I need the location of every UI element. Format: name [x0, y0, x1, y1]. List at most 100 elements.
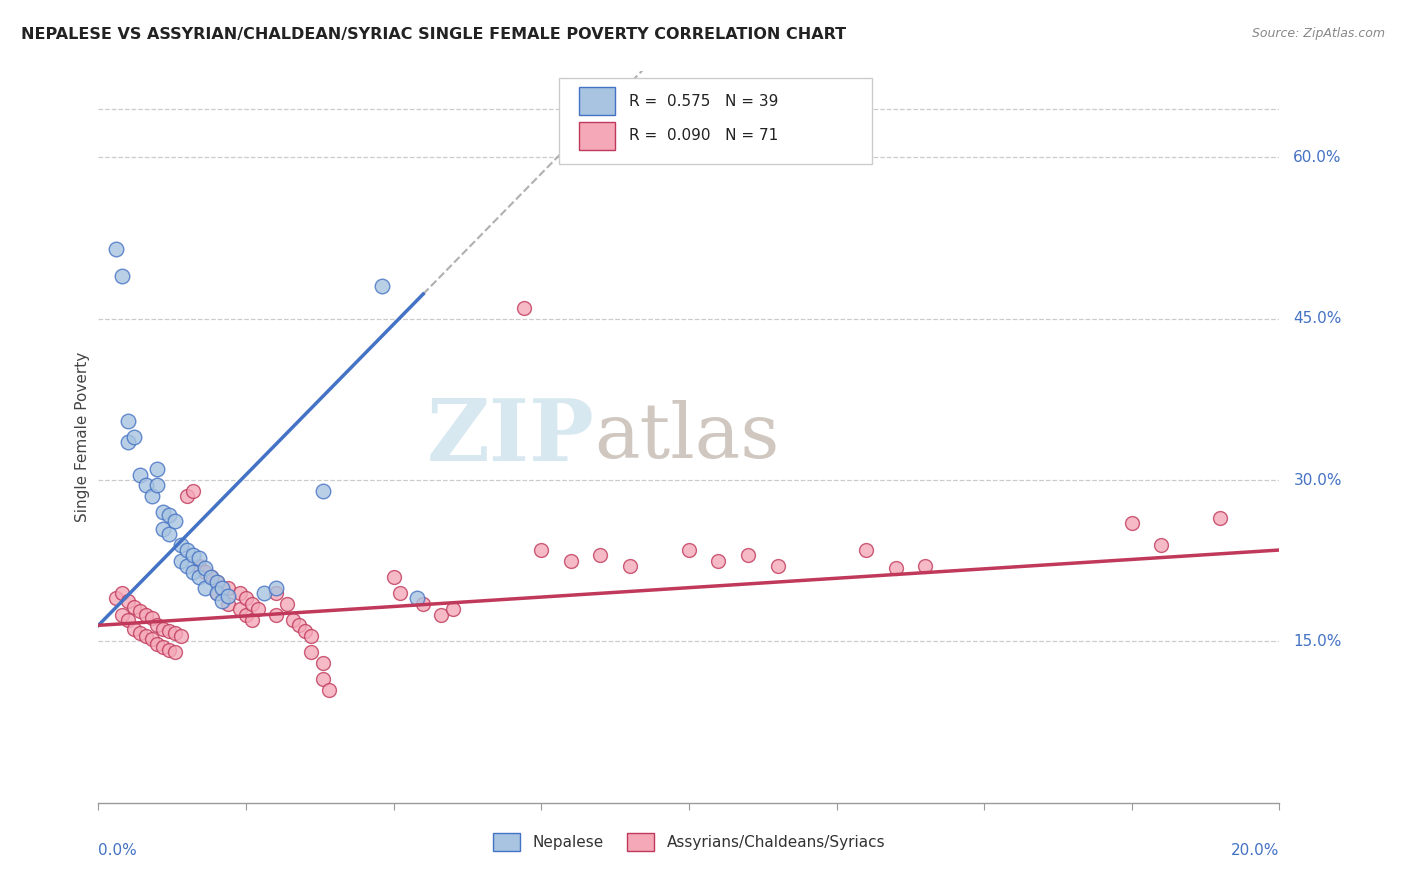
Point — [240, 597, 263, 611]
Point — [170, 629, 193, 643]
Point — [217, 589, 239, 603]
Point — [194, 561, 217, 575]
Point — [128, 604, 150, 618]
Point — [288, 618, 311, 632]
FancyBboxPatch shape — [579, 87, 614, 115]
Point — [141, 489, 163, 503]
Point — [200, 570, 222, 584]
Point — [855, 543, 877, 558]
Point — [105, 242, 128, 256]
Point — [312, 483, 335, 498]
Point — [157, 508, 180, 522]
Point — [200, 570, 222, 584]
Point — [312, 672, 335, 686]
Point — [560, 554, 582, 568]
Point — [176, 543, 198, 558]
Point — [122, 430, 145, 444]
Point — [217, 597, 239, 611]
Point — [318, 682, 340, 697]
Point — [211, 593, 233, 607]
Point — [176, 559, 198, 574]
Point — [299, 629, 322, 643]
Text: R =  0.090   N = 71: R = 0.090 N = 71 — [628, 128, 778, 144]
Text: Source: ZipAtlas.com: Source: ZipAtlas.com — [1251, 27, 1385, 40]
Point — [122, 622, 145, 636]
Point — [135, 478, 157, 492]
Point — [170, 538, 193, 552]
Point — [264, 581, 287, 595]
FancyBboxPatch shape — [560, 78, 872, 164]
Point — [235, 591, 257, 606]
Point — [441, 602, 464, 616]
Point — [146, 618, 169, 632]
Point — [141, 611, 163, 625]
Text: 60.0%: 60.0% — [1294, 150, 1341, 165]
Point — [884, 561, 907, 575]
Point — [170, 554, 193, 568]
Point — [246, 602, 269, 616]
Point — [678, 543, 700, 558]
Point — [194, 565, 217, 579]
Point — [135, 629, 157, 643]
Point — [412, 597, 434, 611]
Point — [406, 591, 429, 606]
Point — [264, 607, 287, 622]
Point — [187, 550, 209, 565]
Point — [157, 527, 180, 541]
Point — [766, 559, 789, 574]
Point — [135, 607, 157, 622]
Point — [205, 586, 228, 600]
Point — [146, 478, 169, 492]
Point — [253, 586, 276, 600]
Point — [117, 435, 139, 450]
Point — [128, 467, 150, 482]
Point — [111, 268, 134, 283]
Text: 15.0%: 15.0% — [1294, 634, 1341, 649]
Y-axis label: Single Female Poverty: Single Female Poverty — [75, 352, 90, 522]
Point — [235, 607, 257, 622]
Point — [619, 559, 641, 574]
Text: 30.0%: 30.0% — [1294, 473, 1341, 488]
Point — [264, 586, 287, 600]
Point — [229, 602, 252, 616]
Text: atlas: atlas — [595, 401, 780, 474]
Point — [111, 586, 134, 600]
Point — [111, 607, 134, 622]
Point — [211, 581, 233, 595]
Point — [229, 586, 252, 600]
Point — [152, 505, 174, 519]
Point — [165, 645, 187, 659]
Point — [430, 607, 453, 622]
Point — [512, 301, 534, 315]
Point — [299, 645, 322, 659]
Point — [146, 637, 169, 651]
Point — [194, 581, 217, 595]
Point — [117, 414, 139, 428]
Point — [240, 613, 263, 627]
Text: ZIP: ZIP — [426, 395, 595, 479]
Point — [128, 625, 150, 640]
Point — [283, 613, 305, 627]
Point — [388, 586, 411, 600]
Text: R =  0.575   N = 39: R = 0.575 N = 39 — [628, 94, 778, 109]
Text: 45.0%: 45.0% — [1294, 311, 1341, 326]
Point — [294, 624, 316, 638]
Point — [157, 624, 180, 638]
Point — [181, 483, 204, 498]
Point — [205, 575, 228, 590]
Point — [165, 514, 187, 528]
Point — [122, 600, 145, 615]
Point — [1150, 538, 1173, 552]
Point — [530, 543, 553, 558]
Point — [371, 279, 394, 293]
Point — [205, 575, 228, 590]
Point — [141, 632, 163, 647]
Point — [176, 489, 198, 503]
FancyBboxPatch shape — [579, 122, 614, 150]
Point — [1209, 510, 1232, 524]
Point — [187, 559, 209, 574]
Point — [589, 549, 612, 563]
Point — [152, 640, 174, 654]
Point — [152, 622, 174, 636]
Point — [382, 570, 405, 584]
